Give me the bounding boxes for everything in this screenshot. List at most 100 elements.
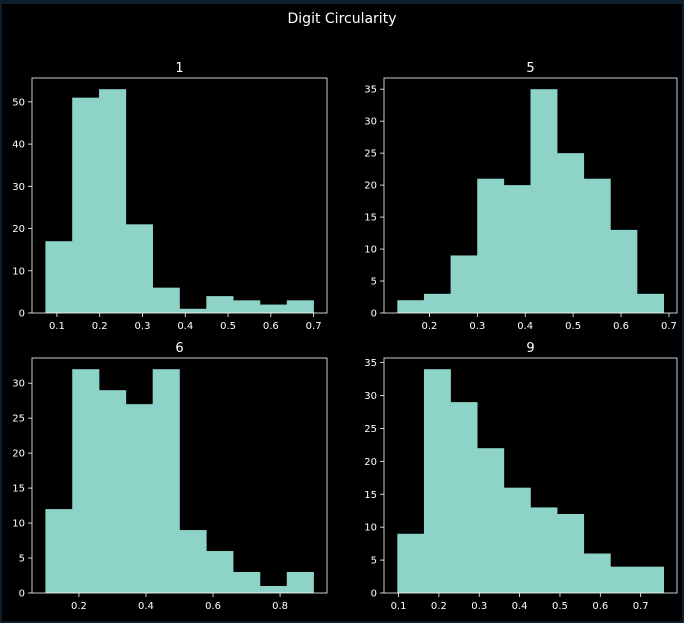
histogram-bar [259, 586, 288, 593]
histogram-bar [530, 507, 558, 593]
figure-title: Digit Circularity [287, 11, 397, 27]
x-tick-label: 0.4 [517, 321, 533, 332]
x-tick-label: 0.2 [92, 321, 108, 332]
histogram-panel-6: 6 0.2 0.4 0.6 0.8 0 5 10 15 20 25 30 [12, 341, 328, 612]
y-tick-label: 5 [19, 554, 25, 565]
histogram-bar [179, 308, 207, 313]
histogram-bar [152, 369, 180, 593]
x-tick-label: 0.6 [205, 601, 221, 612]
axes-frame [383, 77, 678, 314]
histogram-bar [45, 509, 73, 593]
y-tick-label: 50 [12, 97, 25, 108]
y-tick-label: 0 [371, 589, 377, 600]
histogram-bar [179, 530, 207, 593]
y-tick-label: 5 [371, 277, 377, 288]
x-tick-label: 0.1 [391, 601, 407, 612]
y-tick-label: 30 [12, 182, 25, 193]
histogram-bar [233, 572, 261, 593]
subplot-title: 6 [175, 341, 183, 356]
histogram-bar [286, 300, 314, 313]
y-tick-label: 25 [364, 149, 377, 160]
x-tick-label: 0.4 [512, 601, 528, 612]
x-tick-label: 0.5 [565, 321, 581, 332]
x-tick-label: 0.5 [220, 321, 236, 332]
histogram-bar [610, 229, 638, 313]
y-tick-label: 25 [364, 424, 377, 435]
x-tick-label: 0.6 [263, 321, 279, 332]
x-tick-label: 0.7 [661, 321, 677, 332]
y-tick-label: 10 [12, 519, 25, 530]
histogram-bar [450, 402, 478, 593]
x-tick-label: 0.7 [306, 321, 322, 332]
histogram-bar [450, 255, 478, 313]
histogram-bar [259, 304, 288, 313]
histogram-bar [72, 369, 100, 593]
histogram-panel-5: 5 0.2 0.3 0.4 0.5 0.6 0.7 0 5 10 15 20 25 30 35 [364, 61, 678, 332]
histogram-bar [206, 551, 234, 593]
y-tick-label: 10 [12, 266, 25, 277]
axes-frame [31, 357, 328, 594]
x-tick-label: 0.1 [49, 321, 65, 332]
y-tick-label: 15 [364, 490, 377, 501]
y-tick-label: 20 [364, 457, 377, 468]
histogram-bar [99, 390, 127, 593]
y-tick-label: 20 [12, 449, 25, 460]
figure: Digit Circularity 1 0.1 0.2 0.3 0.4 0.5 0.6 0.7… [2, 4, 682, 621]
histogram-bar [152, 287, 180, 313]
y-tick-label: 0 [19, 309, 25, 320]
y-tick-label: 5 [371, 556, 377, 567]
histogram-bar [125, 404, 153, 593]
subplot-title: 1 [175, 61, 183, 76]
x-tick-label: 0.3 [135, 321, 151, 332]
x-tick-label: 0.7 [633, 601, 649, 612]
histogram-bar [397, 533, 425, 593]
y-tick-label: 10 [364, 245, 377, 256]
x-tick-label: 0.3 [471, 601, 487, 612]
histogram-bar [286, 572, 314, 593]
x-tick-label: 0.2 [71, 601, 87, 612]
y-tick-label: 25 [12, 414, 25, 425]
x-tick-label: 0.6 [592, 601, 608, 612]
axes-frame [31, 77, 328, 314]
histogram-bar [557, 153, 585, 313]
histogram-bar [99, 89, 127, 313]
histogram-panel-1: 1 0.1 0.2 0.3 0.4 0.5 0.6 0.7 0 10 20 30 40 50 [12, 61, 328, 332]
x-tick-label: 0.5 [552, 601, 568, 612]
y-tick-label: 20 [12, 224, 25, 235]
y-tick-label: 40 [12, 140, 25, 151]
y-tick-label: 30 [12, 379, 25, 390]
x-tick-label: 0.2 [431, 601, 447, 612]
subplot-title: 9 [526, 341, 534, 356]
y-tick-label: 30 [364, 117, 377, 128]
histogram-bar [637, 566, 664, 593]
histogram-bar [557, 514, 585, 593]
histogram-bar [503, 185, 531, 313]
x-tick-label: 0.4 [138, 601, 154, 612]
histogram-bar [45, 241, 73, 313]
histogram-bar [610, 566, 638, 593]
histogram-bar [583, 178, 611, 313]
histogram-bar [72, 97, 100, 314]
histogram-bar [583, 553, 611, 593]
y-tick-label: 0 [19, 589, 25, 600]
y-tick-label: 35 [364, 85, 377, 96]
axes-frame [383, 357, 678, 594]
histogram-bar [423, 293, 451, 313]
x-tick-label: 0.6 [613, 321, 629, 332]
histogram-bar [233, 300, 261, 313]
histogram-bar [397, 300, 425, 313]
y-tick-label: 30 [364, 391, 377, 402]
x-tick-label: 0.2 [421, 321, 437, 332]
histogram-bar [637, 293, 664, 313]
subplot-title: 5 [526, 61, 534, 76]
histogram-bar [423, 369, 451, 593]
histogram-bar [206, 296, 234, 313]
histogram-bar [530, 89, 558, 313]
y-tick-label: 20 [364, 181, 377, 192]
histogram-bar [503, 487, 531, 593]
histogram-bar [477, 448, 505, 593]
y-tick-label: 10 [364, 523, 377, 534]
x-tick-label: 0.3 [469, 321, 485, 332]
x-tick-label: 0.8 [272, 601, 288, 612]
